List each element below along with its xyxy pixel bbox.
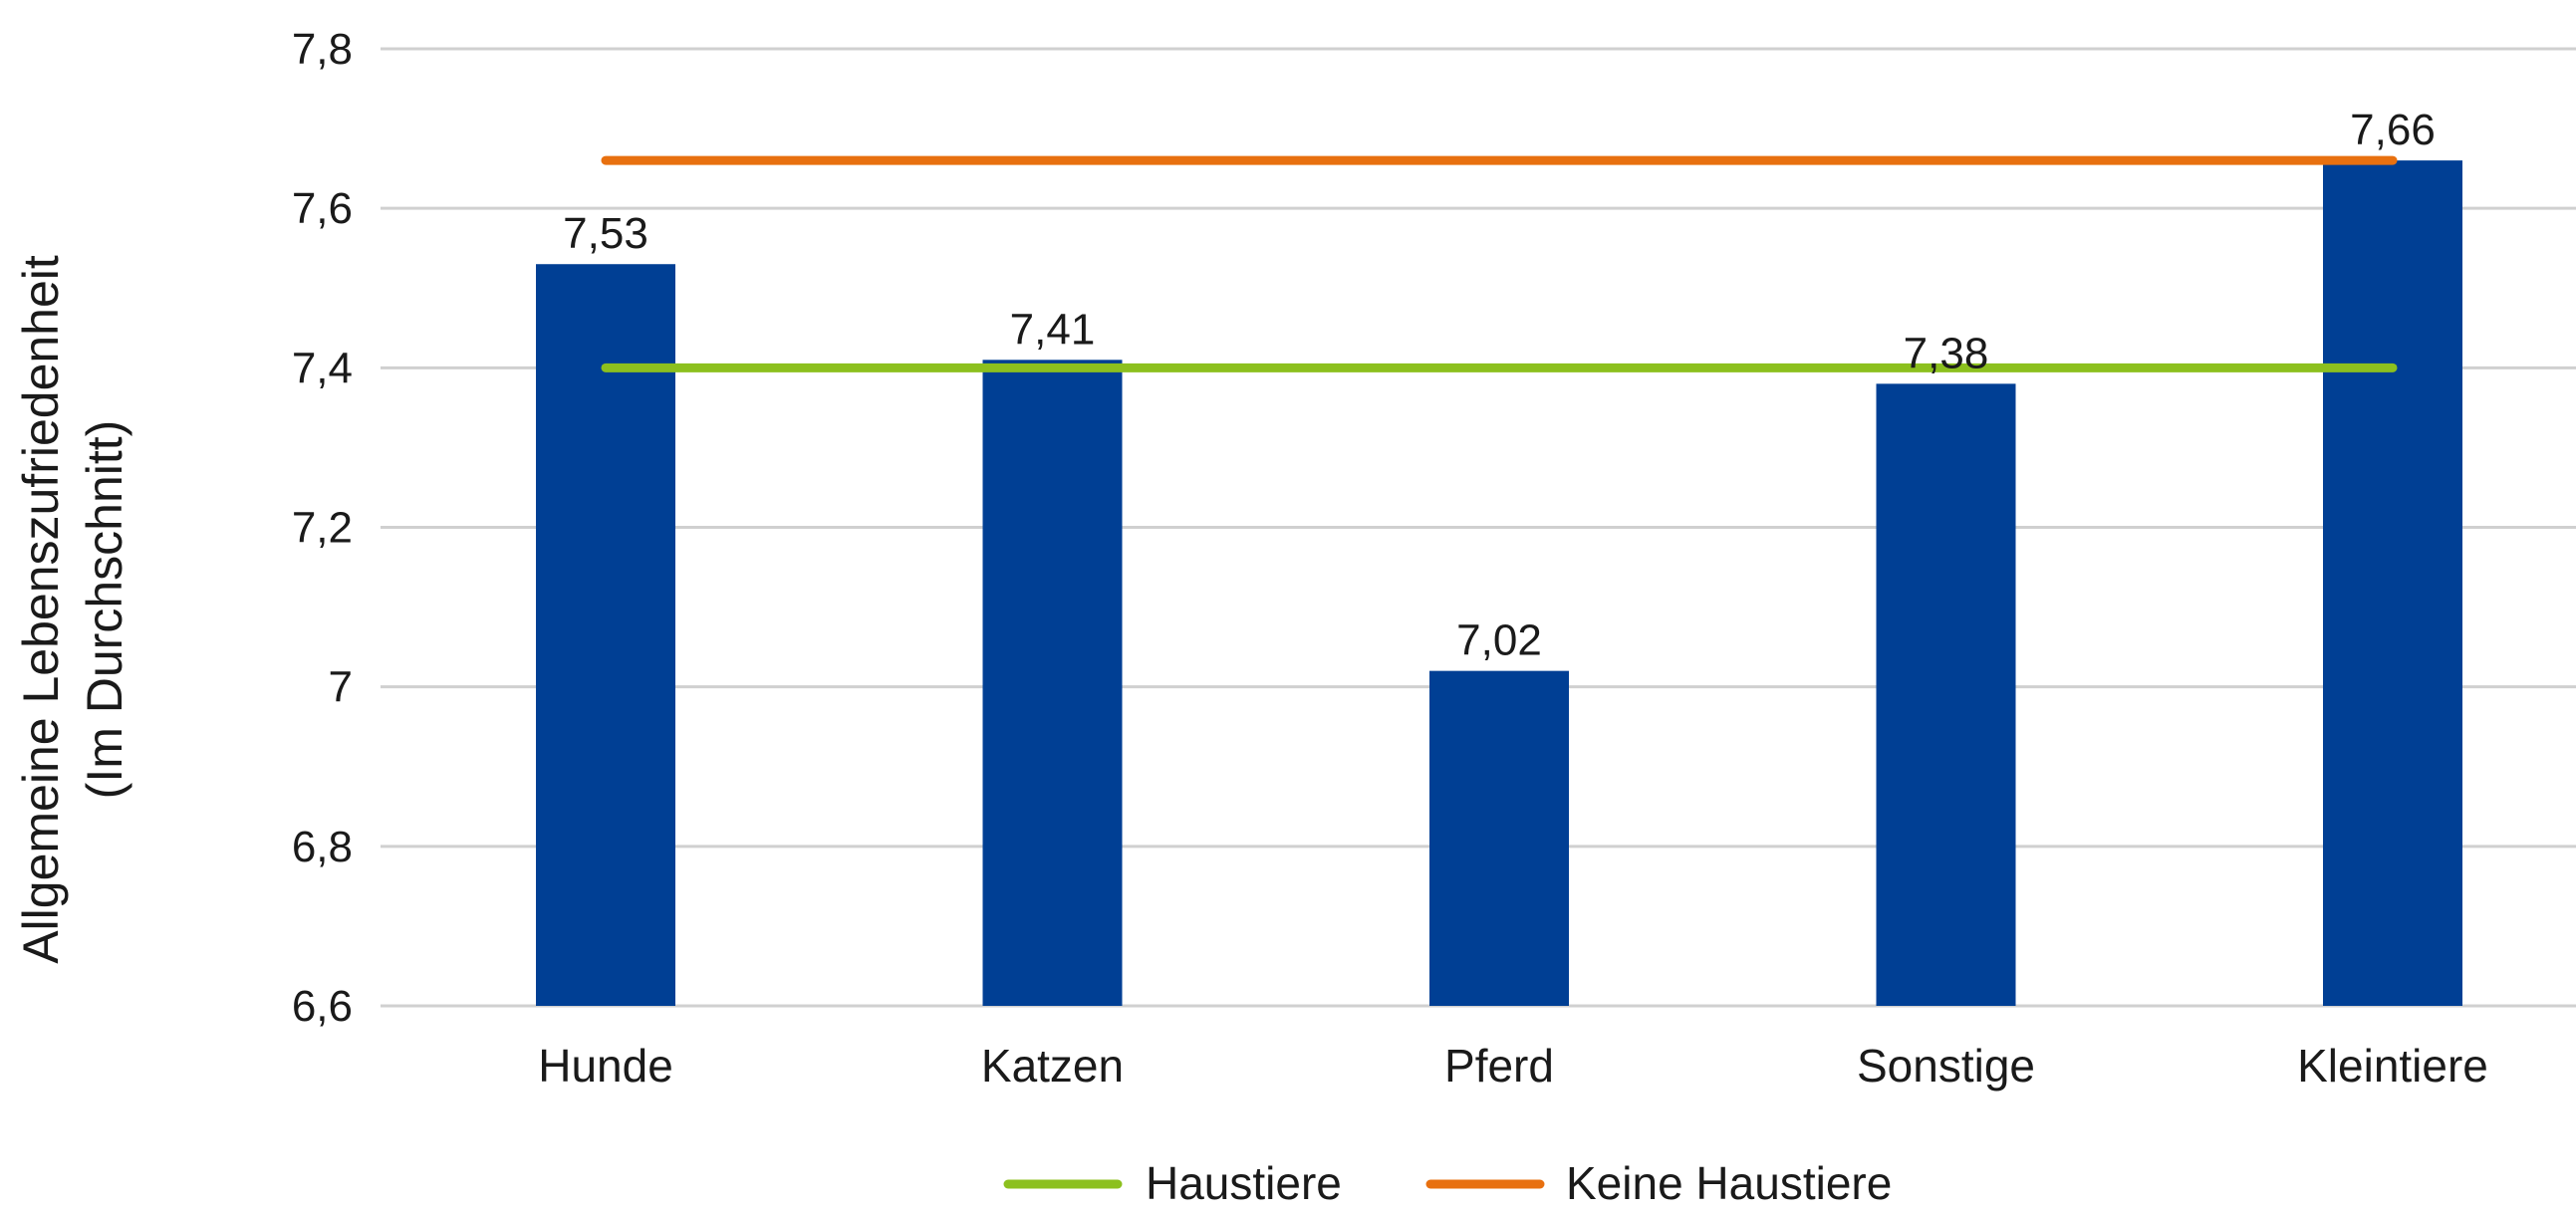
bar bbox=[2323, 160, 2462, 1006]
category-label: Hunde bbox=[538, 1040, 673, 1092]
data-labels: 7,53 7,41 7,02 7,38 7,66 bbox=[563, 106, 2436, 665]
legend-label: Keine Haustiere bbox=[1566, 1157, 1892, 1209]
y-tick-label: 7 bbox=[329, 663, 353, 712]
legend: Haustiere Keine Haustiere bbox=[1003, 1157, 1892, 1209]
data-label: 7,02 bbox=[1456, 616, 1542, 665]
bar bbox=[1429, 670, 1569, 1006]
y-axis-title-line: Allgemeine Lebenszufriedenheit bbox=[13, 255, 69, 964]
category-labels: Hunde Katzen Pferd Sonstige Kleintiere bbox=[538, 1040, 2488, 1092]
y-tick-label: 6,6 bbox=[292, 982, 353, 1031]
y-tick-label: 7,8 bbox=[292, 25, 353, 74]
y-tick-labels: 6,6 6,8 7 7,2 7,4 7,6 7,8 bbox=[292, 25, 353, 1031]
category-label: Sonstige bbox=[1857, 1040, 2035, 1092]
reference-lines bbox=[601, 155, 2398, 372]
category-label: Kleintiere bbox=[2297, 1040, 2488, 1092]
bar bbox=[536, 264, 675, 1007]
category-label: Pferd bbox=[1444, 1040, 1554, 1092]
y-tick-label: 6,8 bbox=[292, 823, 353, 871]
bar bbox=[982, 360, 1123, 1006]
y-axis-title: Allgemeine Lebenszufriedenheit (Im Durchs… bbox=[13, 255, 132, 964]
y-tick-label: 7,4 bbox=[292, 344, 353, 392]
bars bbox=[536, 160, 2462, 1007]
y-axis-title-line: (Im Durchschnitt) bbox=[77, 420, 132, 800]
legend-label: Haustiere bbox=[1146, 1157, 1342, 1209]
data-label: 7,38 bbox=[1904, 329, 1989, 377]
category-label: Katzen bbox=[981, 1040, 1124, 1092]
data-label: 7,53 bbox=[563, 209, 648, 258]
data-label: 7,41 bbox=[1010, 305, 1096, 354]
y-tick-label: 7,2 bbox=[292, 504, 353, 553]
bar bbox=[1876, 383, 2016, 1007]
data-label: 7,66 bbox=[2350, 106, 2436, 154]
y-tick-label: 7,6 bbox=[292, 184, 353, 233]
